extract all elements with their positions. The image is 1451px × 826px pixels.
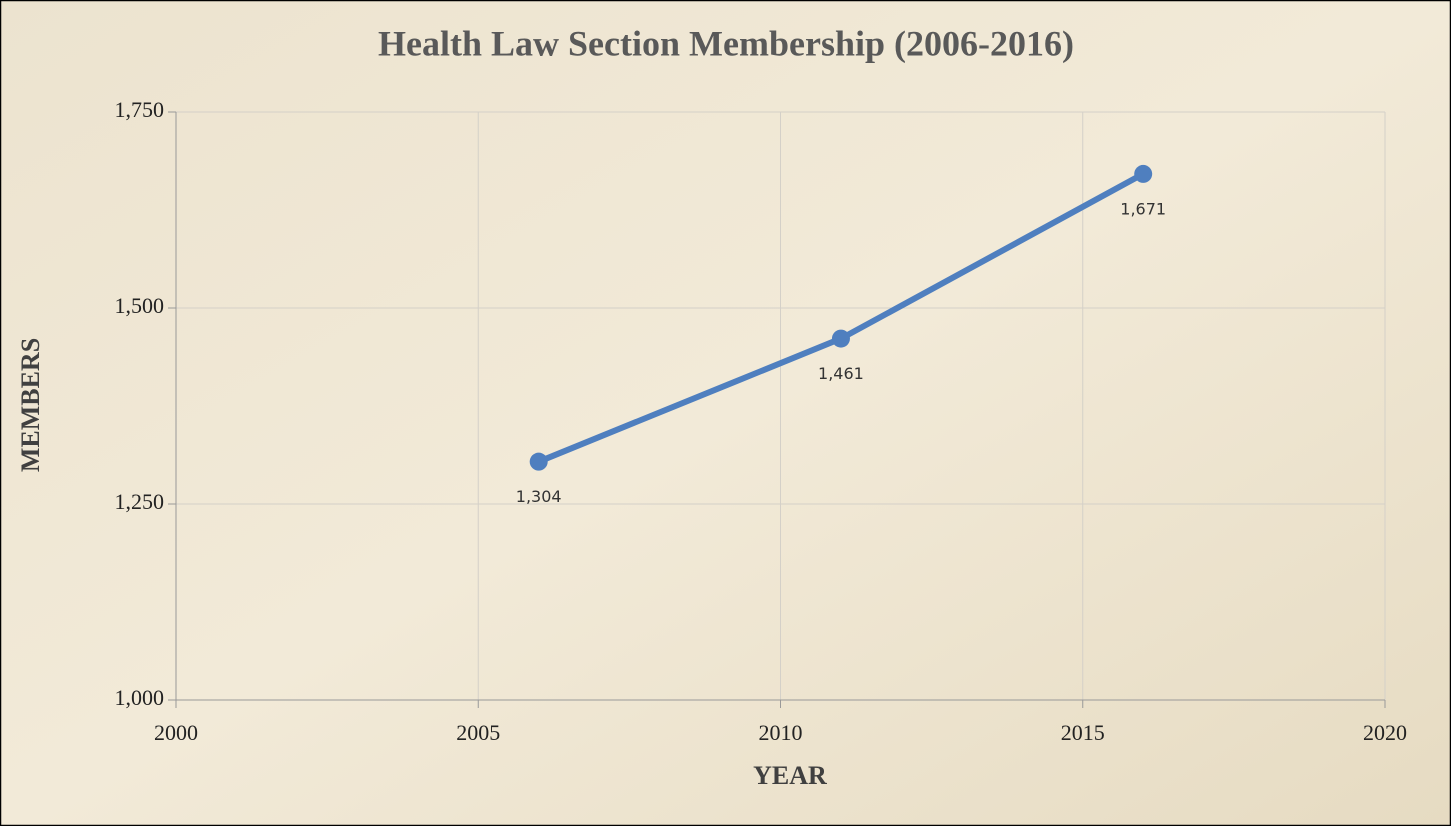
data-point: [529, 452, 548, 471]
y-tick-label: 1,500: [115, 293, 165, 318]
y-tick-label: 1,250: [115, 489, 165, 514]
y-tick-label: 1,750: [115, 97, 165, 122]
x-axis-title: YEAR: [753, 761, 827, 790]
data-label: 1,304: [516, 487, 562, 506]
x-tick-label: 2020: [1363, 720, 1407, 745]
data-point: [831, 329, 850, 348]
y-axis-title: MEMBERS: [16, 338, 45, 472]
x-tick-label: 2000: [154, 720, 198, 745]
chart-title: Health Law Section Membership (2006-2016…: [378, 23, 1074, 63]
x-tick-label: 2015: [1061, 720, 1105, 745]
x-tick-label: 2005: [456, 720, 500, 745]
data-label: 1,461: [818, 364, 864, 383]
data-label: 1,671: [1120, 199, 1166, 218]
data-point: [1134, 164, 1153, 183]
x-tick-label: 2010: [759, 720, 803, 745]
y-tick-label: 1,000: [115, 685, 165, 710]
